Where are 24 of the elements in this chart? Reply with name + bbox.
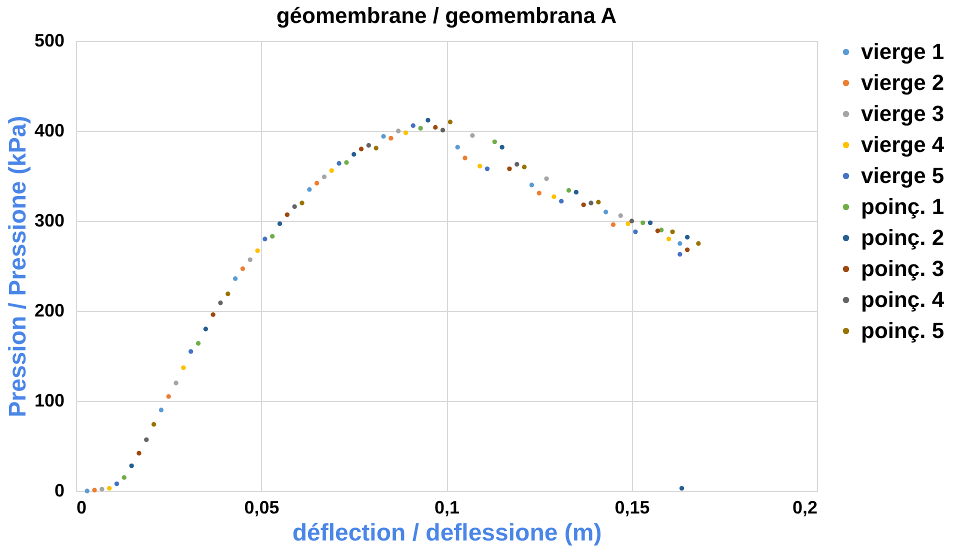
legend-label: poinç. 2 (861, 225, 944, 250)
legend-label: vierge 5 (861, 163, 944, 188)
legend-label: poinç. 4 (861, 287, 945, 312)
x-tick-label: 0,05 (244, 498, 280, 518)
x-tick-label: 0,15 (614, 498, 650, 518)
y-tick-label: 300 (34, 210, 64, 230)
x-tick-label: 0 (76, 498, 87, 518)
x-tick-label: 0,2 (792, 498, 818, 518)
y-tick-label: 500 (34, 30, 64, 50)
y-axis-title: Pression / Pressione (kPa) (4, 116, 32, 418)
x-axis-title: déflection / deflessione (m) (292, 520, 602, 546)
y-tick-label: 200 (34, 300, 64, 320)
legend-label: vierge 1 (861, 39, 944, 64)
legend-label: vierge 4 (861, 132, 945, 157)
legend-label: poinç. 1 (861, 194, 944, 219)
x-tick-label: 0,1 (434, 498, 460, 518)
legend-label: vierge 3 (861, 101, 944, 126)
y-tick-label: 400 (34, 120, 64, 140)
legend-label: poinç. 3 (861, 256, 944, 281)
chart-title: géomembrane / geomembrana A (276, 3, 617, 28)
legend-label: poinç. 5 (861, 318, 944, 343)
y-tick-label: 100 (34, 390, 64, 410)
legend-label: vierge 2 (861, 70, 944, 95)
y-tick-label: 0 (54, 480, 64, 500)
